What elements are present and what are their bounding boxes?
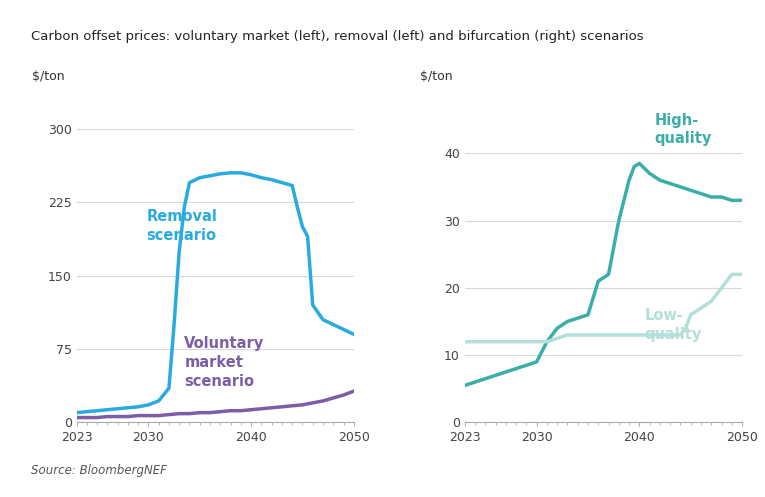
Text: Source: BloombergNEF: Source: BloombergNEF <box>31 464 167 477</box>
Text: Voluntary
market
scenario: Voluntary market scenario <box>184 336 265 389</box>
Text: High-
quality: High- quality <box>655 113 712 147</box>
Text: $/ton: $/ton <box>420 70 453 83</box>
Text: $/ton: $/ton <box>32 70 65 83</box>
Text: Low-
quality: Low- quality <box>644 308 702 341</box>
Text: Removal
scenario: Removal scenario <box>146 209 217 243</box>
Text: Carbon offset prices: voluntary market (left), removal (left) and bifurcation (r: Carbon offset prices: voluntary market (… <box>31 30 643 43</box>
